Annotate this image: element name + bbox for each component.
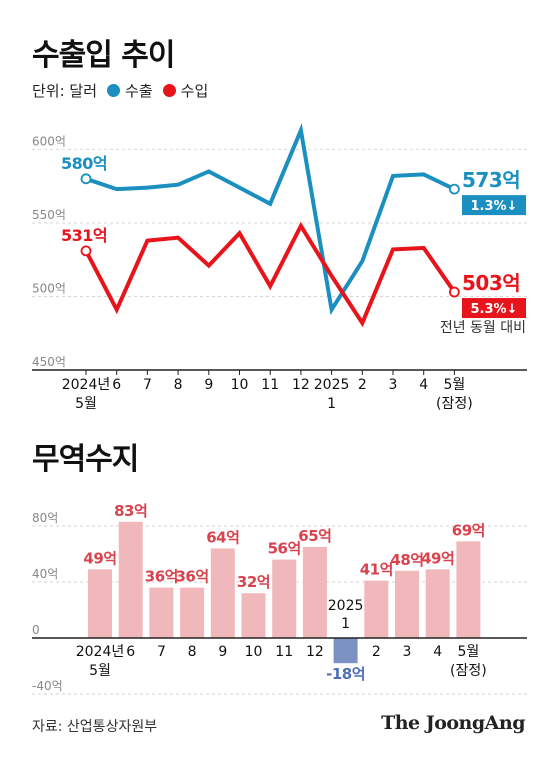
bar-ytick-label: 80억 xyxy=(32,511,58,525)
bar-value-label: 65억 xyxy=(298,527,331,545)
line-xtick-label: 6 xyxy=(112,377,121,393)
bar-chart-title: 무역수지 xyxy=(32,442,139,477)
bar-xtick-label-2: 1 xyxy=(341,616,350,632)
trade-balance-bar xyxy=(180,587,205,638)
line-xtick-label: 11 xyxy=(261,377,279,393)
series-first-value-label: 531억 xyxy=(61,226,107,245)
series-endpoint-marker xyxy=(448,286,460,298)
trade-balance-bar xyxy=(425,569,450,638)
trade-balance-bar xyxy=(88,569,112,638)
line-xtick-label-2: 5월 xyxy=(75,396,97,412)
line-xtick-label: 2024년 xyxy=(62,377,111,393)
bar-xtick-label: 2 xyxy=(372,644,381,660)
bar-value-label: 32억 xyxy=(237,573,270,591)
bar-value-label: 64억 xyxy=(206,528,239,546)
line-chart-title: 수출입 추이 xyxy=(32,38,175,73)
line-xtick-label: 7 xyxy=(143,377,152,393)
legend-import-dot-icon xyxy=(162,84,176,97)
line-xtick-label: 12 xyxy=(292,377,310,393)
import-series-line xyxy=(84,221,457,328)
change-badge-label: 1.3%↓ xyxy=(471,199,518,214)
line-xtick-label: 5월 xyxy=(444,377,466,393)
trade-balance-bar xyxy=(333,638,358,664)
line-xtick-label-2: 1 xyxy=(327,396,336,412)
trade-balance-bar xyxy=(302,547,327,638)
bar-value-label: -18억 xyxy=(326,665,365,683)
bar-xtick-label: 2025 xyxy=(328,598,364,614)
line-ytick-label: 500억 xyxy=(32,281,66,295)
trade-balance-bar xyxy=(149,587,174,638)
bar-ytick-label: 0 xyxy=(32,623,40,637)
line-xtick-label: 3 xyxy=(389,377,398,393)
bar-value-label: 36억 xyxy=(145,568,178,586)
series-first-value-label: 580억 xyxy=(61,154,107,173)
bar-ytick-label: 40억 xyxy=(32,567,58,581)
line-xtick-label: 9 xyxy=(204,377,213,393)
legend-export-label: 수출 xyxy=(125,82,153,100)
bar-xtick-label: 4 xyxy=(433,644,442,660)
bar-xtick-label: 6 xyxy=(126,644,135,660)
publisher-logo: The JoongAng xyxy=(381,712,525,734)
bar-value-label: 69억 xyxy=(452,521,485,539)
bar-xtick-label: 11 xyxy=(275,644,293,660)
line-xtick-label-2: (잠정) xyxy=(436,396,473,412)
bar-ytick-label: -40억 xyxy=(32,679,63,693)
change-badge-bg xyxy=(462,195,526,216)
export-series-line xyxy=(85,123,456,316)
line-xtick-label: 2025 xyxy=(314,377,350,393)
bar-xtick-label: 5월 xyxy=(458,644,480,660)
trade-balance-bar xyxy=(241,593,266,638)
bar-xtick-label: 2024년 xyxy=(76,644,125,660)
bar-value-label: 56억 xyxy=(268,540,301,558)
change-badge-label: 5.3%↓ xyxy=(471,302,518,317)
unit-label: 단위: 달러 xyxy=(32,82,98,100)
series-endpoint-marker xyxy=(80,245,92,257)
trade-balance-bar xyxy=(364,580,389,638)
line-ytick-label: 450억 xyxy=(32,355,66,369)
bar-xtick-label: 3 xyxy=(403,644,412,660)
line-ytick-label: 550억 xyxy=(32,208,66,222)
bar-value-label: 49억 xyxy=(421,549,454,567)
bar-xtick-label: 9 xyxy=(218,644,227,660)
bar-xtick-label: 10 xyxy=(245,644,263,660)
line-xtick-label: 8 xyxy=(174,377,183,393)
series-endpoint-marker xyxy=(448,183,460,195)
trade-balance-bar xyxy=(118,521,143,638)
bar-value-label: 41억 xyxy=(360,561,393,579)
bar-value-label: 48억 xyxy=(390,551,423,569)
bar-value-label: 36억 xyxy=(176,568,209,586)
bar-xtick-label-2: 5월 xyxy=(89,663,111,679)
series-last-value-label: 503억 xyxy=(462,271,520,295)
line-xtick-label: 4 xyxy=(419,377,428,393)
line-ytick-label: 600억 xyxy=(32,134,66,148)
source-note: 자료: 산업통상자원부 xyxy=(32,719,158,735)
bar-xtick-label: 8 xyxy=(188,644,197,660)
line-xtick-label: 10 xyxy=(231,377,249,393)
trade-balance-bar xyxy=(272,559,297,638)
yoy-note: 전년 동월 대비 xyxy=(440,320,526,336)
bar-xtick-label: 7 xyxy=(157,644,166,660)
bar-value-label: 49억 xyxy=(83,549,116,567)
bar-xtick-label-2: (잠정) xyxy=(450,663,487,679)
trade-balance-bar xyxy=(456,541,481,638)
trade-balance-bar xyxy=(395,570,419,638)
series-last-value-label: 573억 xyxy=(462,168,520,192)
change-badge-bg xyxy=(462,298,526,319)
series-endpoint-marker xyxy=(80,173,92,185)
legend-import-label: 수입 xyxy=(180,82,209,100)
chart-legend: 단위: 달러 수출 수입 xyxy=(32,80,208,101)
line-xtick-label: 2 xyxy=(358,377,367,393)
bar-xtick-label: 12 xyxy=(306,644,324,660)
legend-export-dot-icon xyxy=(107,84,121,97)
trade-balance-bar xyxy=(210,548,235,638)
bar-value-label: 83억 xyxy=(114,502,147,520)
